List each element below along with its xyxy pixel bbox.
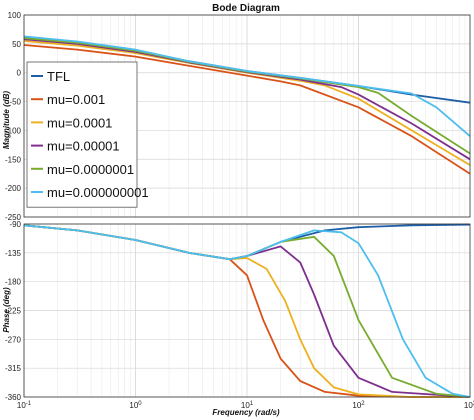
legend-label-4: mu=0.0000001	[47, 162, 134, 177]
phase-axes-frame	[23, 223, 471, 398]
magnitude-y-tick-label: -150	[5, 155, 22, 164]
x-tick-label: 100	[129, 401, 142, 410]
magnitude-y-tick-label: -50	[9, 98, 21, 107]
legend-label-3: mu=0.00001	[47, 139, 120, 154]
phase-y-tick-label: -180	[5, 278, 22, 287]
x-axis-label: Frequency (rad/s)	[212, 408, 279, 417]
magnitude-y-tick-label: 0	[17, 69, 22, 78]
phase-series-line-5	[23, 224, 471, 398]
phase-y-tick-label: -90	[9, 220, 21, 229]
legend-label-1: mu=0.001	[47, 92, 105, 107]
phase-y-tick-label: -360	[5, 393, 22, 402]
x-tick-label: 103	[464, 401, 474, 410]
magnitude-y-tick-label: -100	[5, 126, 22, 135]
magnitude-y-tick-label: -200	[5, 184, 22, 193]
phase-y-tick-label: -270	[5, 335, 22, 344]
magnitude-axis-label: Magnitude (dB)	[2, 91, 11, 150]
phase-axis-label: Phase (deg)	[2, 287, 11, 333]
legend-label-5: mu=0.000000001	[47, 185, 149, 200]
x-tick-label: 10-1	[17, 401, 32, 410]
legend-label-0: TFL	[47, 69, 70, 84]
x-tick-label: 102	[352, 401, 365, 410]
magnitude-y-tick-label: -250	[5, 213, 22, 222]
phase-y-tick-label: -225	[5, 307, 22, 316]
phase-y-tick-label: -135	[5, 249, 22, 258]
legend-box	[26, 61, 138, 208]
magnitude-y-tick-label: 50	[12, 40, 21, 49]
chart-title: Bode Diagram	[212, 3, 280, 14]
magnitude-axes-frame	[23, 14, 471, 218]
phase-y-tick-label: -315	[5, 364, 22, 373]
x-tick-label: 101	[241, 401, 254, 410]
magnitude-series-line-1	[23, 44, 471, 175]
magnitude-series-line-5	[23, 35, 471, 137]
magnitude-y-tick-label: 100	[8, 11, 22, 20]
legend-label-2: mu=0.0001	[47, 115, 112, 130]
